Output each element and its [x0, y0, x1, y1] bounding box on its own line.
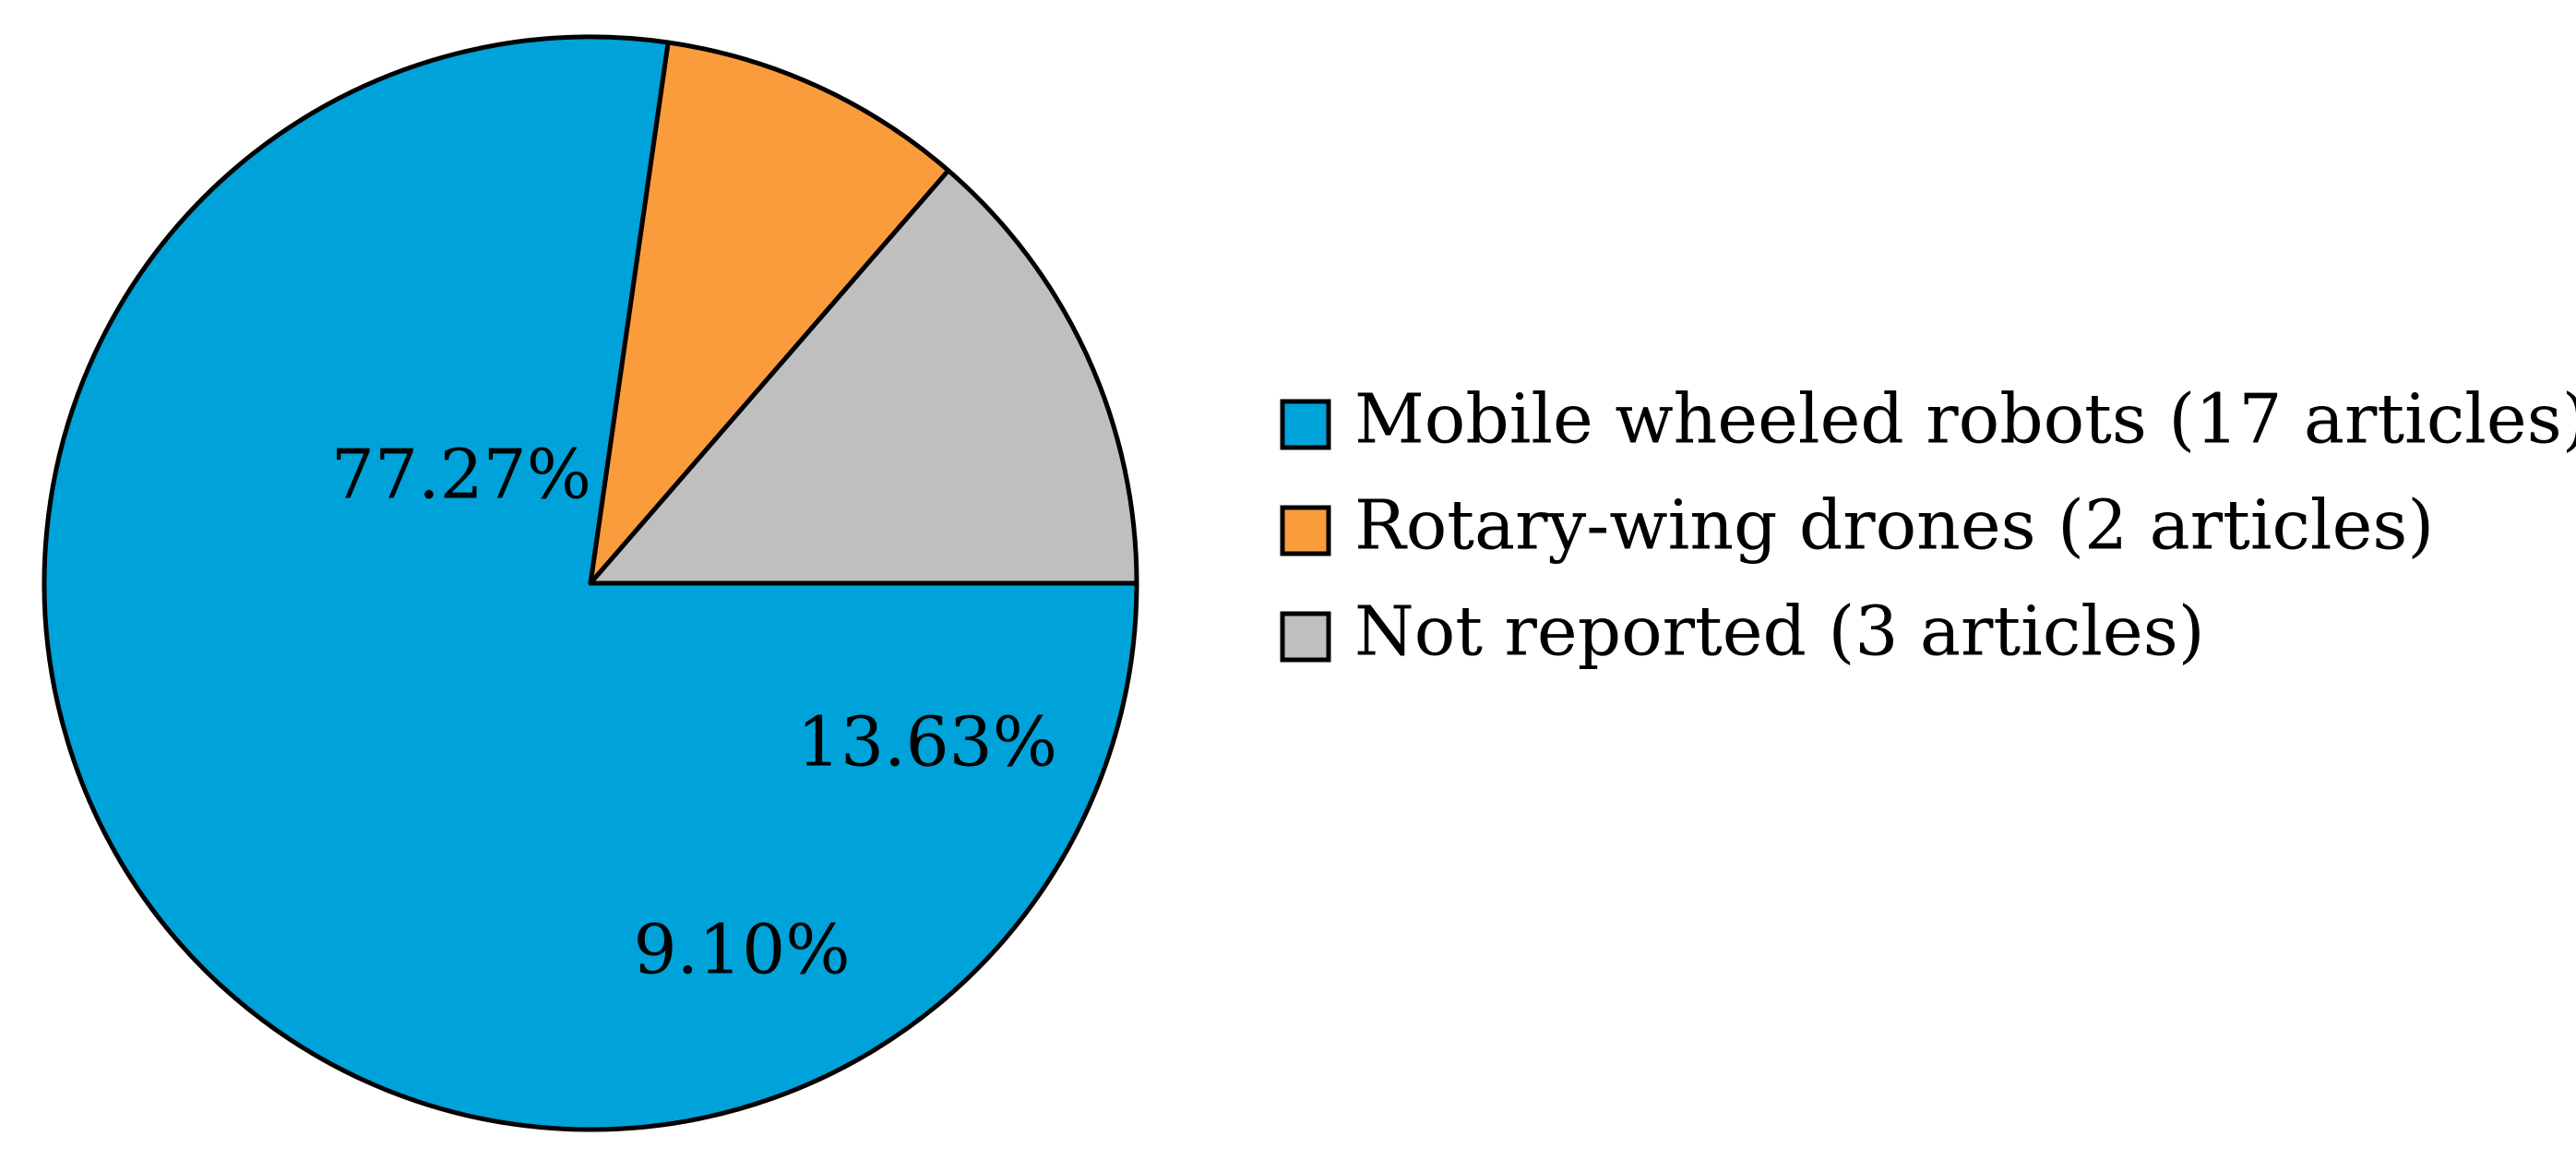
legend-label-1: Rotary-wing drones (2 articles): [1354, 485, 2434, 565]
legend: Mobile wheeled robots (17 articles) Rotar…: [1280, 379, 2576, 671]
pie-slice-label-1: 9.10%: [633, 910, 850, 989]
legend-label-2: Not reported (3 articles): [1354, 592, 2205, 671]
legend-swatch-1: [1280, 505, 1331, 556]
legend-item-0: Mobile wheeled robots (17 articles): [1280, 379, 2576, 459]
pie-slice-labels: 77.27% 9.10% 13.63%: [331, 435, 1057, 989]
legend-item-2: Not reported (3 articles): [1280, 592, 2205, 671]
pie-slice-0: [42, 34, 1139, 1132]
pie-slice-1: [588, 40, 951, 586]
pie-slice-label-0: 77.27%: [331, 435, 591, 514]
legend-swatch-2: [1280, 611, 1331, 663]
legend-swatch-0: [1280, 399, 1331, 450]
pie-slices: [42, 34, 1139, 1132]
legend-item-1: Rotary-wing drones (2 articles): [1280, 485, 2434, 565]
pie-slice-label-2: 13.63%: [797, 702, 1057, 782]
legend-label-0: Mobile wheeled robots (17 articles): [1354, 379, 2576, 459]
pie-slice-2: [588, 168, 1139, 586]
